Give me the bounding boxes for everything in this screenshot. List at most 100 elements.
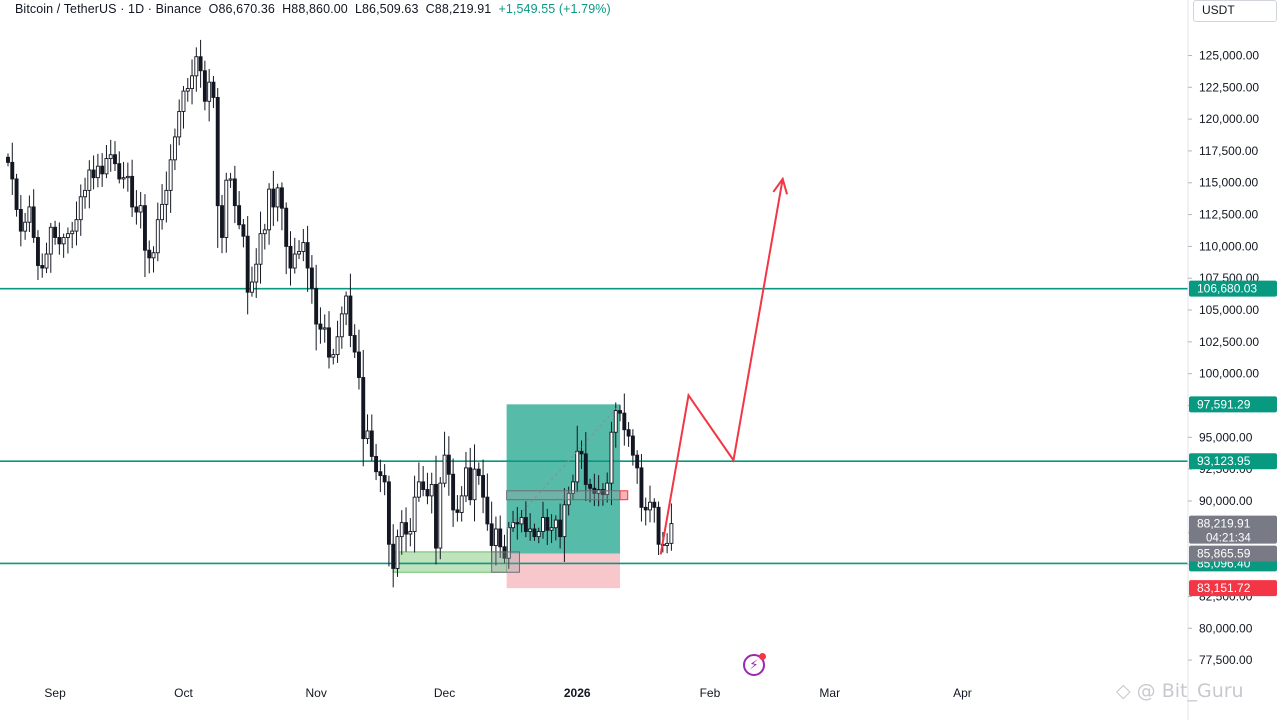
candle[interactable]	[434, 455, 438, 565]
candle[interactable]	[95, 153, 100, 188]
candle[interactable]	[87, 160, 92, 209]
candle[interactable]	[408, 518, 413, 547]
candle[interactable]	[412, 475, 417, 553]
candle[interactable]	[652, 498, 657, 523]
candle[interactable]	[207, 69, 212, 122]
lightning-icon[interactable]: ⚡	[743, 653, 766, 676]
level-badge[interactable]: 106,680.03	[1189, 280, 1277, 297]
candle[interactable]	[344, 291, 349, 326]
candle[interactable]	[147, 240, 152, 274]
candle[interactable]	[549, 514, 554, 544]
candle[interactable]	[74, 201, 79, 246]
candle[interactable]	[258, 211, 263, 284]
candle[interactable]	[630, 429, 635, 466]
candle[interactable]	[605, 472, 610, 503]
candle[interactable]	[113, 141, 117, 172]
candle[interactable]	[331, 348, 336, 365]
candle[interactable]	[70, 221, 75, 249]
candle[interactable]	[391, 524, 396, 588]
candle[interactable]	[224, 172, 229, 253]
stop-zone[interactable]	[506, 553, 621, 589]
candle[interactable]	[194, 47, 199, 92]
candle[interactable]	[23, 212, 28, 240]
candle[interactable]	[271, 170, 276, 226]
candle[interactable]	[622, 393, 627, 446]
candle[interactable]	[378, 459, 383, 493]
candle[interactable]	[365, 414, 370, 445]
candle[interactable]	[322, 314, 327, 343]
candle[interactable]	[14, 173, 19, 217]
candle[interactable]	[502, 534, 507, 564]
candle[interactable]	[545, 508, 550, 545]
candle[interactable]	[309, 255, 314, 304]
candle[interactable]	[515, 506, 520, 540]
candle[interactable]	[352, 324, 357, 359]
candle[interactable]	[215, 88, 220, 248]
candle[interactable]	[571, 474, 575, 500]
candle[interactable]	[237, 191, 242, 230]
candle[interactable]	[382, 464, 387, 496]
candle[interactable]	[61, 233, 66, 258]
price-badge[interactable]: 85,865.59	[1189, 545, 1277, 562]
candle[interactable]	[121, 161, 126, 189]
candle[interactable]	[168, 144, 173, 213]
candle[interactable]	[558, 503, 563, 549]
candle[interactable]	[669, 503, 674, 551]
candle[interactable]	[267, 183, 272, 245]
candle[interactable]	[10, 142, 15, 195]
candle[interactable]	[485, 473, 490, 531]
candle[interactable]	[648, 485, 652, 523]
candle[interactable]	[211, 75, 216, 109]
candle[interactable]	[399, 510, 404, 555]
candle[interactable]	[386, 475, 391, 567]
candle[interactable]	[665, 533, 670, 554]
candle[interactable]	[100, 153, 105, 187]
candle[interactable]	[519, 510, 524, 533]
candle[interactable]	[451, 458, 456, 527]
candle[interactable]	[618, 405, 622, 422]
candle[interactable]	[541, 501, 545, 539]
candle[interactable]	[83, 177, 87, 209]
candle[interactable]	[643, 497, 648, 526]
candle[interactable]	[262, 223, 267, 250]
candle[interactable]	[130, 159, 135, 217]
candle[interactable]	[48, 222, 53, 273]
candle[interactable]	[53, 220, 58, 245]
candle[interactable]	[536, 527, 541, 544]
stop-marker[interactable]	[619, 490, 629, 501]
candle[interactable]	[339, 306, 344, 349]
symbol-header[interactable]: Bitcoin / TetherUS · 1D · Binance O86,67…	[15, 2, 611, 16]
candle[interactable]	[57, 222, 62, 255]
candle[interactable]	[40, 253, 45, 278]
candle[interactable]	[284, 202, 289, 275]
candle[interactable]	[228, 172, 233, 188]
candle[interactable]	[297, 240, 301, 260]
candle[interactable]	[138, 191, 143, 229]
candle[interactable]	[254, 248, 259, 298]
candle[interactable]	[202, 60, 207, 111]
candle[interactable]	[198, 39, 203, 88]
candle[interactable]	[172, 128, 177, 171]
candle[interactable]	[464, 451, 468, 503]
candle[interactable]	[395, 529, 400, 577]
candle[interactable]	[472, 444, 477, 522]
candle[interactable]	[31, 189, 36, 243]
candle[interactable]	[177, 99, 182, 146]
projection-arrowhead[interactable]	[772, 176, 789, 195]
projection-path[interactable]	[659, 178, 784, 555]
currency-unit-button[interactable]: USDT	[1193, 0, 1277, 22]
candle[interactable]	[44, 242, 49, 274]
candle[interactable]	[108, 139, 113, 172]
candle[interactable]	[245, 216, 250, 315]
candle[interactable]	[369, 414, 374, 461]
candle[interactable]	[301, 228, 306, 262]
candle[interactable]	[532, 523, 537, 541]
entry-box[interactable]	[506, 490, 621, 501]
candle[interactable]	[151, 246, 156, 273]
candle[interactable]	[164, 171, 169, 223]
candle[interactable]	[579, 440, 584, 470]
candle[interactable]	[562, 488, 567, 562]
candle[interactable]	[416, 462, 421, 502]
candle[interactable]	[181, 86, 186, 129]
